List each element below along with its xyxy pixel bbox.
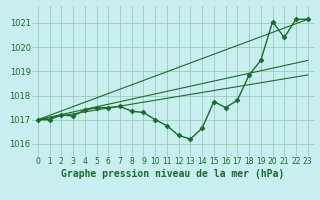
X-axis label: Graphe pression niveau de la mer (hPa): Graphe pression niveau de la mer (hPa) bbox=[61, 169, 284, 179]
